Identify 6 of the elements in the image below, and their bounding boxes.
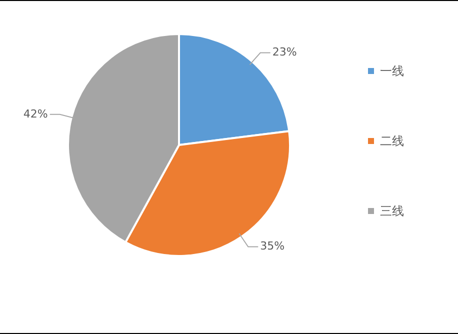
legend-label: 二线	[380, 132, 404, 150]
data-label: 23%	[272, 46, 297, 59]
data-label: 35%	[260, 240, 285, 253]
legend-label: 三线	[380, 202, 404, 220]
data-label: 42%	[23, 107, 48, 120]
legend-label: 一线	[380, 62, 404, 80]
